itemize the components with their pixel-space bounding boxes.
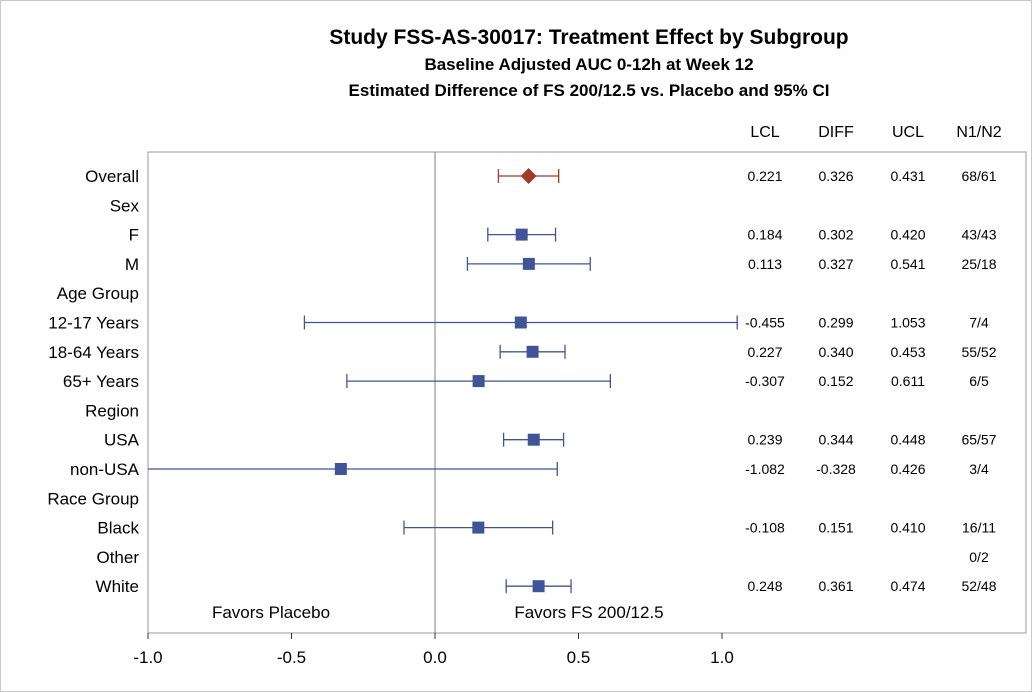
- ucl-value-white: 0.474: [890, 578, 925, 594]
- column-header-n: N1/N2: [956, 124, 1001, 141]
- n-value-65-years: 6/5: [969, 373, 989, 389]
- lcl-value-non-usa: -1.082: [745, 461, 785, 477]
- column-header-lcl: LCL: [750, 124, 779, 141]
- lcl-value-white: 0.248: [747, 578, 782, 594]
- estimate-square-18-64-years: [526, 345, 539, 358]
- diff-value-f: 0.302: [818, 227, 853, 243]
- x-tick-label: -0.5: [277, 648, 306, 667]
- row-label-f: F: [129, 226, 139, 245]
- x-tick-label: 1.0: [710, 648, 734, 667]
- diff-value-black: 0.151: [818, 520, 853, 536]
- row-label-overall: Overall: [85, 167, 139, 186]
- n-value-non-usa: 3/4: [969, 461, 989, 477]
- ucl-value-f: 0.420: [890, 227, 925, 243]
- column-header-ucl: UCL: [892, 124, 924, 141]
- plot-layer: -1.0 -0.5 0.0 0.5 1.0 Overall 0.221 0.326 0.431 6…: [47, 152, 997, 667]
- row-label-white: White: [96, 577, 139, 596]
- row-label-non-usa: non-USA: [70, 460, 140, 479]
- row-label-65-years: 65+ Years: [63, 372, 139, 391]
- estimate-square-65-years: [472, 375, 485, 388]
- column-header-diff: DIFF: [818, 124, 854, 141]
- diff-value-white: 0.361: [818, 578, 853, 594]
- estimate-square-non-usa: [334, 463, 347, 475]
- favors-treatment-label: Favors FS 200/12.5: [514, 603, 663, 622]
- diff-value-12-17-years: 0.299: [818, 315, 853, 331]
- n-value-usa: 65/57: [961, 432, 996, 448]
- estimate-square-f: [515, 228, 528, 241]
- n-value-18-64-years: 55/52: [961, 344, 996, 360]
- ucl-value-12-17-years: 1.053: [890, 315, 925, 331]
- lcl-value-18-64-years: 0.227: [747, 344, 782, 360]
- favors-placebo-label: Favors Placebo: [212, 603, 330, 622]
- n-value-m: 25/18: [961, 256, 996, 272]
- ucl-value-non-usa: 0.426: [890, 461, 925, 477]
- n-value-f: 43/43: [961, 227, 996, 243]
- ucl-value-overall: 0.431: [890, 168, 925, 184]
- estimate-square-black: [472, 521, 485, 534]
- ucl-value-black: 0.410: [890, 520, 925, 536]
- n-value-white: 52/48: [961, 578, 996, 594]
- n-value-other: 0/2: [969, 549, 989, 565]
- row-label-usa: USA: [104, 431, 140, 450]
- x-tick-label: 0.0: [423, 648, 447, 667]
- estimate-square-12-17-years: [514, 316, 527, 329]
- diff-value-overall: 0.326: [818, 168, 853, 184]
- row-label-12-17-years: 12-17 Years: [48, 314, 139, 333]
- estimate-square-usa: [527, 433, 540, 446]
- lcl-value-overall: 0.221: [747, 168, 782, 184]
- row-label-18-64-years: 18-64 Years: [48, 343, 139, 362]
- row-label-m: M: [125, 255, 139, 274]
- ucl-value-m: 0.541: [890, 256, 925, 272]
- lcl-value-black: -0.108: [745, 520, 785, 536]
- n-value-black: 16/11: [962, 520, 996, 536]
- ucl-value-18-64-years: 0.453: [890, 344, 925, 360]
- row-label-age-group: Age Group: [57, 284, 139, 303]
- lcl-value-12-17-years: -0.455: [745, 315, 785, 331]
- estimate-square-white: [532, 580, 545, 593]
- chart-subtitle-2: Estimated Difference of FS 200/12.5 vs. …: [349, 81, 830, 100]
- ucl-value-65-years: 0.611: [891, 373, 925, 389]
- estimate-square-m: [522, 257, 535, 270]
- row-label-race-group: Race Group: [47, 489, 139, 508]
- lcl-value-f: 0.184: [747, 227, 782, 243]
- row-label-region: Region: [85, 401, 139, 420]
- plot-area-frame: [147, 151, 1027, 634]
- diff-value-m: 0.327: [818, 256, 853, 272]
- n-value-overall: 68/61: [961, 168, 996, 184]
- estimate-diamond-overall: [520, 168, 537, 184]
- row-label-sex: Sex: [110, 196, 140, 215]
- n-value-12-17-years: 7/4: [969, 315, 989, 331]
- x-tick-label: 0.5: [567, 648, 591, 667]
- row-label-other: Other: [96, 548, 139, 567]
- ucl-value-usa: 0.448: [890, 432, 925, 448]
- x-tick-label: -1.0: [133, 648, 162, 667]
- diff-value-usa: 0.344: [818, 432, 853, 448]
- lcl-value-m: 0.113: [748, 256, 782, 272]
- row-label-black: Black: [97, 519, 139, 538]
- diff-value-18-64-years: 0.340: [818, 344, 853, 360]
- lcl-value-usa: 0.239: [747, 432, 782, 448]
- chart-title: Study FSS-AS-30017: Treatment Effect by …: [329, 26, 848, 49]
- diff-value-65-years: 0.152: [818, 373, 853, 389]
- lcl-value-65-years: -0.307: [745, 373, 785, 389]
- chart-subtitle-1: Baseline Adjusted AUC 0-12h at Week 12: [424, 55, 753, 74]
- diff-value-non-usa: -0.328: [816, 461, 856, 477]
